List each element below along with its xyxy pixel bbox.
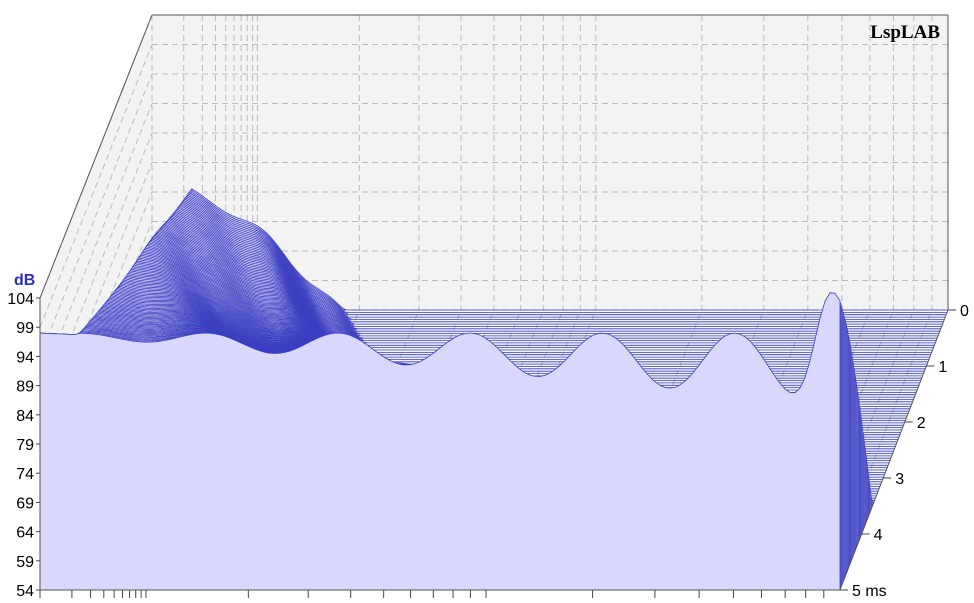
z-tick-label: 74 <box>16 466 34 483</box>
z-tick-label: 84 <box>16 408 34 425</box>
z-tick-label: 89 <box>16 379 34 396</box>
time-tick-label: 2 <box>917 415 926 432</box>
time-tick-label: 0 <box>960 303 969 320</box>
z-tick-labels: 104 99 94 89 84 79 74 69 64 59 54 <box>7 291 40 600</box>
z-tick-label: 69 <box>16 495 34 512</box>
axis-frame <box>39 14 949 591</box>
z-tick-label: 79 <box>16 437 34 454</box>
grid-line <box>39 44 153 328</box>
spectral-slices <box>40 188 948 591</box>
time-tick-labels: 0 1 2 3 4 5 ms <box>840 303 969 600</box>
time-tick-label: 1 <box>938 359 947 376</box>
back-wall <box>152 15 948 310</box>
grid-line <box>39 73 153 357</box>
time-tick-label: 4 <box>874 527 883 544</box>
frequency-tick-marks <box>39 590 825 598</box>
z-tick-label: 54 <box>16 583 34 600</box>
z-tick-label: 59 <box>16 554 34 571</box>
time-tick-label: 5 ms <box>852 583 887 600</box>
z-tick-label: 104 <box>7 291 34 308</box>
z-tick-label: 99 <box>16 320 34 337</box>
time-tick-label: 3 <box>895 471 904 488</box>
spectral-slice <box>40 292 841 591</box>
z-unit-label: dB <box>14 272 35 289</box>
z-tick-label: 64 <box>16 525 34 542</box>
brand-label: LspLAB <box>870 22 940 43</box>
z-tick-label: 94 <box>16 349 34 366</box>
